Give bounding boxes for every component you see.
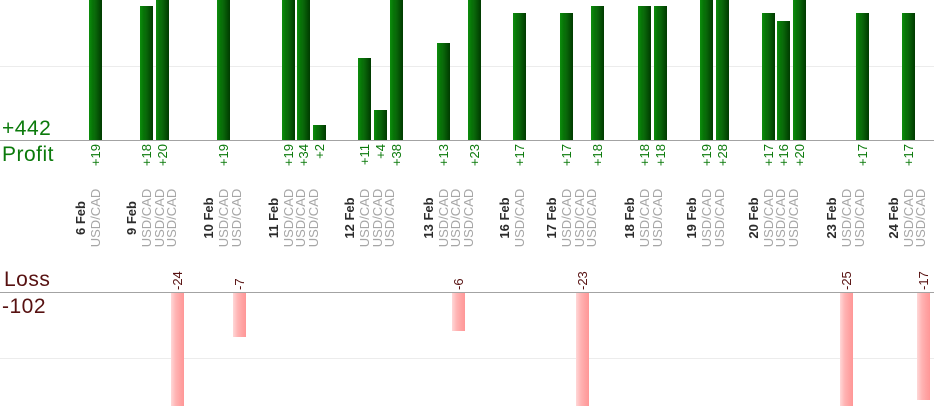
profit-bar xyxy=(654,5,667,140)
loss-bar-value-label: -24 xyxy=(170,271,186,290)
loss-bar xyxy=(917,293,931,401)
loss-axis-line xyxy=(0,292,934,293)
profit-bar-value-label: +34 xyxy=(296,144,312,167)
loss-series-label: Loss xyxy=(4,268,51,291)
profit-bar xyxy=(777,20,791,140)
profit-bar-value-label: +18 xyxy=(139,144,154,167)
profit-bar xyxy=(700,0,713,140)
instrument-label: USD/CAD xyxy=(228,188,244,248)
profit-bar xyxy=(901,13,915,140)
date-label: 20 Feb xyxy=(745,197,761,239)
profit-bar-value-label: +20 xyxy=(792,144,808,167)
profit-bar xyxy=(217,0,230,140)
profit-bar xyxy=(468,0,482,140)
profit-bar xyxy=(389,0,403,140)
instrument-label: USD/CAD xyxy=(512,188,528,248)
loss-gridline xyxy=(0,358,934,359)
loss-bar xyxy=(232,293,246,338)
profit-series-label: Profit xyxy=(2,143,55,166)
loss-bar-value-label: -6 xyxy=(451,278,467,290)
profit-bar-value-label: +17 xyxy=(854,144,870,167)
profit-bar xyxy=(560,13,573,140)
profit-bar-value-label: +17 xyxy=(512,144,528,167)
loss-total: -102 xyxy=(2,295,47,318)
profit-bar xyxy=(374,110,387,140)
date-label: 17 Feb xyxy=(544,197,559,239)
loss-bar-value-label: -23 xyxy=(574,271,590,290)
profit-bar-value-label: +19 xyxy=(88,144,103,167)
profit-bar-value-label: +11 xyxy=(357,144,373,166)
profit-bar-value-label: +17 xyxy=(760,144,776,167)
instrument-label: USD/CAD xyxy=(382,188,398,248)
profit-bar xyxy=(297,0,311,140)
loss-bar xyxy=(840,293,853,406)
loss-bar xyxy=(575,293,589,406)
profit-bar xyxy=(155,0,169,140)
instrument-label: USD/CAD xyxy=(584,188,599,248)
profit-bar xyxy=(638,5,652,140)
loss-bar-value-label: -25 xyxy=(839,271,854,290)
profit-bar-value-label: +16 xyxy=(776,144,792,167)
profit-gridline xyxy=(0,66,934,67)
profit-axis-line xyxy=(0,140,934,141)
loss-bar-value-label: -17 xyxy=(916,271,932,290)
instrument-label: USD/CAD xyxy=(711,188,727,248)
loss-bar xyxy=(171,293,185,406)
instrument-label: USD/CAD xyxy=(785,188,801,248)
instrument-label: USD/CAD xyxy=(460,188,476,248)
profit-bar-value-label: +13 xyxy=(435,144,451,167)
loss-bar xyxy=(452,293,466,331)
profit-bar-value-label: +18 xyxy=(637,144,653,167)
date-label: 19 Feb xyxy=(684,197,699,239)
profit-bar xyxy=(313,125,327,140)
profit-bar xyxy=(793,0,807,140)
profit-bar-value-label: +17 xyxy=(900,144,916,167)
profit-bar xyxy=(715,0,729,140)
profit-bar-value-label: +19 xyxy=(216,144,231,167)
date-label: 24 Feb xyxy=(885,197,901,239)
profit-bar-value-label: +17 xyxy=(559,144,574,167)
profit-bar xyxy=(513,13,527,140)
date-label: 13 Feb xyxy=(420,197,436,239)
date-label: 6 Feb xyxy=(73,201,88,235)
profit-bar-value-label: +38 xyxy=(388,144,404,167)
date-label: 18 Feb xyxy=(622,197,638,239)
date-label: 23 Feb xyxy=(824,197,839,239)
instrument-label: USD/CAD xyxy=(649,188,665,248)
profit-bar-value-label: +18 xyxy=(653,144,668,167)
profit-bar xyxy=(140,5,153,140)
instrument-label: USD/CAD xyxy=(851,188,867,248)
instrument-label: USD/CAD xyxy=(164,188,179,248)
profit-bar xyxy=(281,0,295,140)
instrument-label: USD/CAD xyxy=(305,188,321,248)
profit-total: +442 xyxy=(2,117,52,140)
profit-bar xyxy=(761,13,775,140)
profit-bar-value-label: +2 xyxy=(312,144,328,159)
date-label: 11 Feb xyxy=(265,197,281,239)
profit-bar xyxy=(591,5,605,140)
profit-bar xyxy=(436,43,450,140)
date-label: 12 Feb xyxy=(342,197,358,239)
profit-bar-value-label: +23 xyxy=(467,144,483,167)
profit-bar xyxy=(89,0,102,140)
instrument-label: USD/CAD xyxy=(88,188,103,248)
loss-bar-value-label: -7 xyxy=(231,278,247,290)
profit-bar xyxy=(358,57,372,140)
profit-bar-value-label: +19 xyxy=(280,144,296,167)
date-label: 9 Feb xyxy=(124,201,139,235)
profit-bar-value-label: +19 xyxy=(699,144,714,167)
profit-bar-value-label: +28 xyxy=(714,144,730,167)
profit-bar xyxy=(855,13,869,140)
profit-bar-value-label: +18 xyxy=(590,144,606,167)
profit-bar-value-label: +4 xyxy=(373,144,388,159)
date-label: 16 Feb xyxy=(497,197,513,239)
profit-bar-value-label: +20 xyxy=(154,144,170,167)
instrument-label: USD/CAD xyxy=(913,188,929,248)
date-label: 10 Feb xyxy=(201,197,216,239)
